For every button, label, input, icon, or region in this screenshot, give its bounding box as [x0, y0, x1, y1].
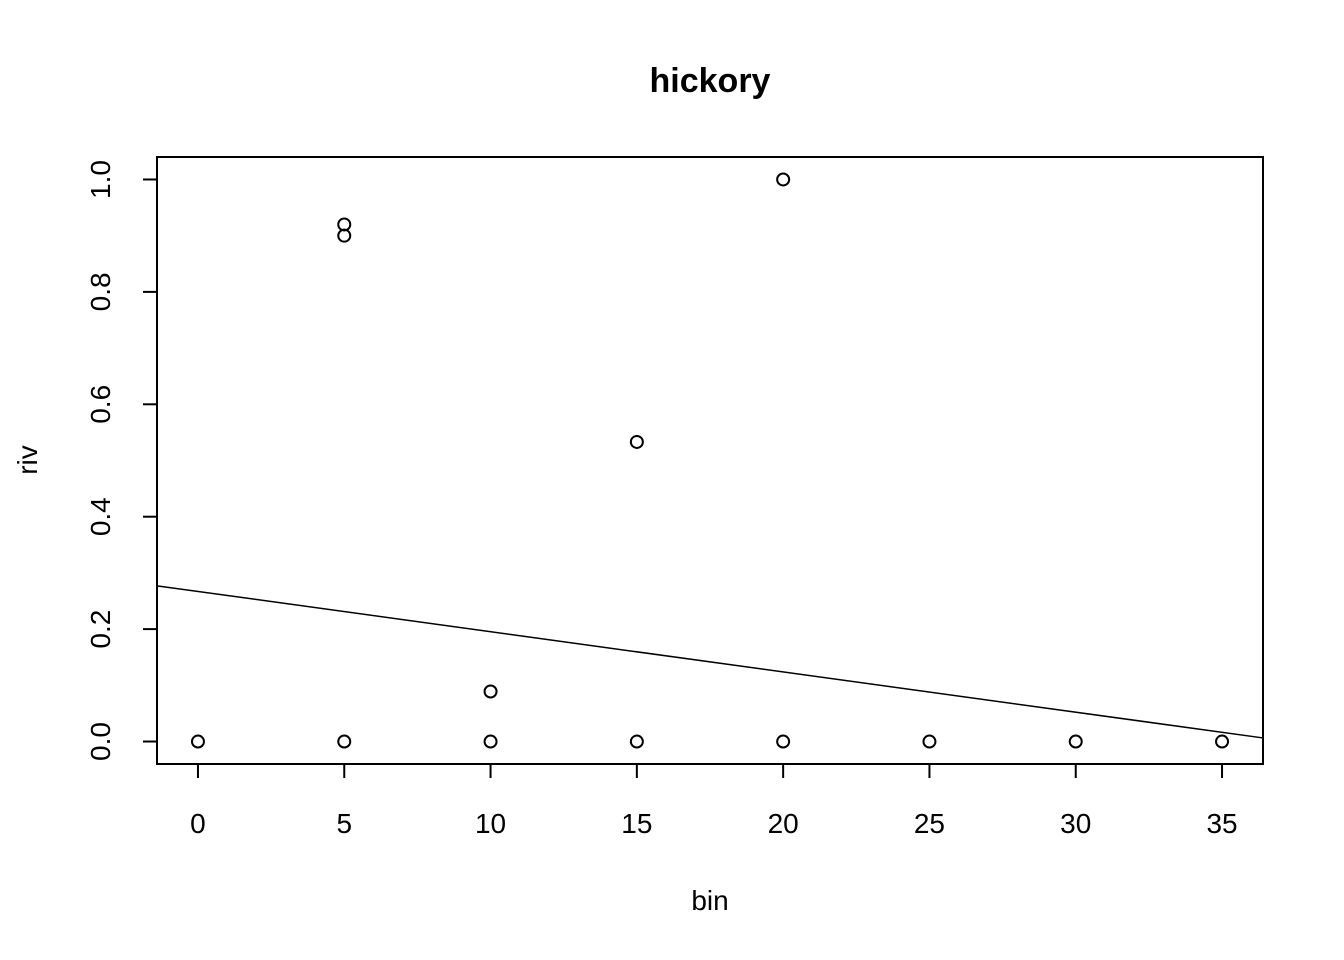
- x-tick-label: 5: [336, 808, 352, 839]
- data-point: [629, 734, 644, 749]
- y-tick-label: 0.0: [85, 722, 116, 761]
- data-point: [483, 684, 498, 699]
- y-tick-label: 1.0: [85, 160, 116, 199]
- y-tick-label: 0.2: [85, 610, 116, 649]
- x-tick-label: 35: [1206, 808, 1237, 839]
- data-point: [1068, 734, 1083, 749]
- y-tick-label: 0.8: [85, 272, 116, 311]
- data-point: [483, 734, 498, 749]
- data-point: [337, 734, 352, 749]
- data-point: [337, 217, 352, 232]
- x-tick-label: 30: [1060, 808, 1091, 839]
- data-point: [337, 228, 352, 243]
- chart-marks: [156, 172, 1264, 749]
- x-tick-label: 25: [914, 808, 945, 839]
- x-tick-label: 15: [621, 808, 652, 839]
- data-point: [922, 734, 937, 749]
- x-axis: 0 5 10 15 20 25 30 35: [190, 763, 1238, 839]
- chart-title: hickory: [650, 62, 771, 100]
- data-point: [190, 734, 205, 749]
- x-tick-label: 20: [768, 808, 799, 839]
- x-tick-label: 0: [190, 808, 206, 839]
- x-axis-label: bin: [691, 885, 728, 916]
- data-point: [776, 734, 791, 749]
- y-tick-label: 0.4: [85, 497, 116, 536]
- data-point: [629, 434, 644, 449]
- regression-line: [156, 585, 1264, 739]
- data-point: [1215, 734, 1230, 749]
- plot-frame: [156, 156, 1264, 765]
- y-axis: 0.0 0.2 0.4 0.6 0.8 1.0: [85, 160, 158, 761]
- x-tick-label: 10: [475, 808, 506, 839]
- y-tick-label: 0.6: [85, 385, 116, 424]
- y-axis-label: riv: [12, 445, 43, 475]
- data-point: [776, 172, 791, 187]
